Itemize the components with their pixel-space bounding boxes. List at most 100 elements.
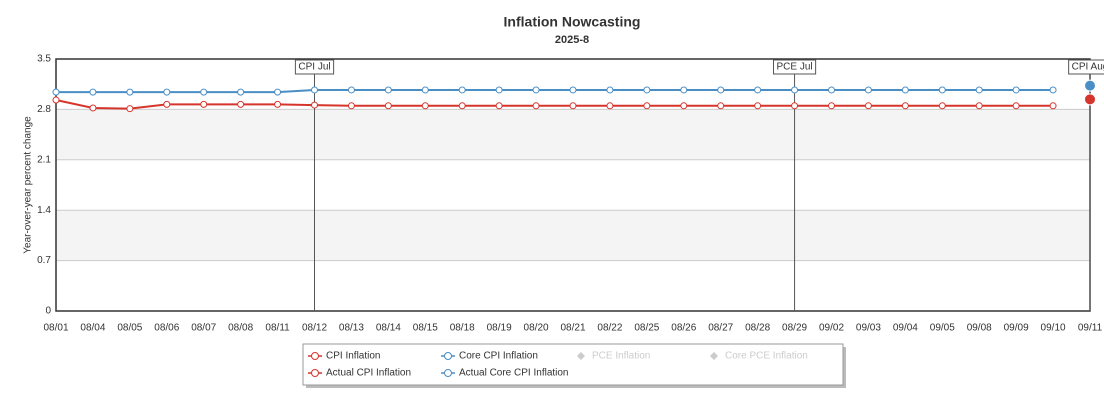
point [237,88,245,96]
point [163,100,171,108]
point [717,86,725,94]
legend-box [302,343,844,386]
x-tick-label: 08/14 [376,323,401,334]
point [89,104,97,112]
point [200,100,208,108]
legend-symbol [311,352,319,360]
x-tick-label: 08/11 [265,323,290,334]
x-tick-label: 08/13 [339,323,364,334]
y-tick-label: 3.5 [37,54,51,65]
point [606,102,614,110]
annotation-label: CPI Aug [1072,62,1104,73]
legend-label: Core CPI Inflation [459,351,538,362]
x-tick-label: 08/21 [560,323,585,334]
x-tick-label: 09/09 [1004,323,1029,334]
point [828,102,835,110]
series-line [55,99,1054,110]
x-tick-label: 08/07 [191,323,216,334]
x-tick-label: 08/04 [80,323,105,334]
y-tick-label: 0 [45,306,51,317]
x-tick-label: 08/20 [524,323,549,334]
point [680,102,688,110]
legend-symbol [311,369,319,377]
point [495,102,503,110]
point [643,86,651,94]
point [1084,93,1096,106]
point [1012,102,1020,110]
point [975,102,983,110]
x-tick-label: 08/15 [413,323,438,334]
x-tick-label: 08/01 [43,323,68,334]
y-axis-label: Year-over-year percent change [23,116,34,254]
point [1049,86,1057,94]
point [163,88,171,96]
legend-item[interactable]: CPI Inflation [308,351,380,362]
y-tick-label: 2.1 [37,154,51,165]
legend-symbol [577,352,585,360]
x-tick-label: 08/25 [634,323,659,334]
x-tick-label: 08/12 [302,323,327,334]
point [52,88,60,96]
legend-item[interactable]: Core PCE Inflation [710,351,808,362]
point [274,100,282,108]
legend-item[interactable]: Core CPI Inflation [441,351,538,362]
point [938,102,946,110]
point [52,96,60,104]
point [975,86,983,94]
legend-label: PCE Inflation [592,351,650,362]
legend-label: Actual Core CPI Inflation [459,368,569,379]
x-tick-label: 09/08 [967,323,992,334]
annotation-box [773,59,817,75]
point [237,100,245,108]
point [347,86,355,94]
legend-label: Actual CPI Inflation [326,368,411,379]
point [901,102,909,110]
x-tick-label: 09/03 [856,323,881,334]
point [754,86,762,94]
point [384,102,392,110]
x-tick-label: 08/29 [782,323,807,334]
annotation-box [294,59,335,75]
series-line [56,88,1054,94]
y-tick-label: 2.8 [37,104,51,115]
point [458,102,466,110]
point [606,86,614,94]
point [1012,86,1020,94]
point [274,88,282,96]
x-tick-label: 09/04 [893,323,918,334]
legend-item[interactable]: Actual Core CPI Inflation [441,368,569,379]
plot-band [56,210,1090,261]
legend-label: Core PCE Inflation [725,351,808,362]
point [1084,79,1096,92]
legend-item[interactable]: Actual CPI Inflation [308,368,411,379]
x-tick-label: 08/06 [154,323,179,334]
x-tick-label: 08/05 [117,323,142,334]
legend-item[interactable]: PCE Inflation [577,351,650,362]
x-tick-label: 09/05 [930,323,955,334]
point [680,86,688,94]
point [791,86,799,94]
x-tick-label: 08/08 [228,323,253,334]
y-tick-label: 1.4 [37,205,51,216]
point [864,102,872,110]
legend-label: CPI Inflation [326,351,380,362]
point [828,86,835,94]
plot-band [56,109,1090,160]
point [938,86,946,94]
point [754,102,762,110]
legend-symbol [444,369,452,377]
point [126,105,134,113]
point [200,88,208,96]
annotation-label: CPI Jul [298,62,330,73]
legend-symbol [710,352,718,360]
point [347,102,355,110]
point [384,86,392,94]
point [458,86,466,94]
annotation-box [1068,59,1104,75]
x-tick-label: 08/26 [671,323,696,334]
point [421,102,429,110]
legend-symbol [444,352,452,360]
point [532,86,540,94]
point [1049,102,1057,110]
